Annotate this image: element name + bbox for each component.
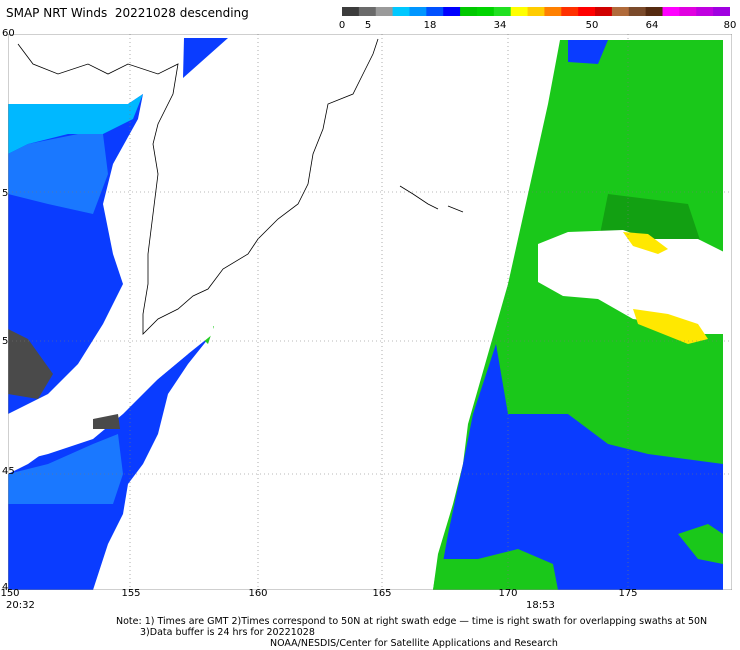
note-line-2: 3)Data buffer is 24 hrs for 20221028	[140, 627, 315, 638]
lon-label-150: 150	[0, 588, 20, 599]
colorbar-swatch	[628, 7, 647, 16]
coastline	[17, 38, 379, 335]
note-line-1: Note: 1) Times are GMT 2)Times correspon…	[116, 616, 708, 627]
colorbar-swatch	[358, 7, 377, 16]
colorbar-swatch	[527, 7, 545, 16]
right-swath-green-corner	[678, 524, 723, 564]
colorbar-swatch	[713, 7, 730, 16]
colorbar-tick-label: 80	[723, 20, 737, 31]
left-swath-grey-2	[93, 414, 120, 429]
right-swath-white-gap	[538, 230, 732, 334]
lon-label-175: 175	[618, 588, 638, 599]
lat-label-45: 45	[2, 466, 15, 477]
colorbar-tick-label: 50	[585, 20, 599, 31]
colorbar-tick-label: 0	[338, 20, 346, 31]
coastline-island	[399, 185, 464, 213]
left-swath-lightblue	[8, 134, 108, 214]
time-right: 18:53	[526, 600, 555, 611]
colorbar-swatch	[561, 7, 579, 16]
wind-map	[8, 34, 732, 590]
colorbar-tick-label: 64	[645, 20, 659, 31]
lat-label-40: 4	[2, 582, 9, 593]
colorbar-swatch	[493, 7, 512, 16]
colorbar-swatch	[426, 7, 444, 16]
note-line-3: NOAA/NESDIS/Center for Satellite Applica…	[270, 638, 558, 649]
colorbar-swatch	[611, 7, 630, 16]
map-grid	[8, 34, 732, 590]
colorbar-swatch	[409, 7, 427, 16]
colorbar-swatch	[392, 7, 410, 16]
colorbar-swatch	[544, 7, 562, 16]
right-swath-yellow-2	[633, 309, 708, 344]
colorbar-swatch	[375, 7, 394, 16]
right-swath-green-bottom	[433, 549, 558, 590]
colorbar-swatch	[342, 7, 360, 16]
colorbar-swatch	[578, 7, 596, 16]
right-swath-yellow-1	[623, 232, 668, 254]
colorbar-swatch	[679, 7, 697, 16]
lat-label-55: 5	[2, 188, 9, 199]
lon-label-160: 160	[248, 588, 268, 599]
colorbar-swatch	[460, 7, 478, 16]
colorbar-swatch	[510, 7, 529, 16]
lon-label-165: 165	[372, 588, 392, 599]
colorbar-swatch	[476, 7, 495, 16]
white-gap-diagonal	[8, 324, 213, 474]
top-left-patch	[183, 38, 228, 78]
lon-label-170: 170	[498, 588, 518, 599]
colorbar-swatch	[645, 7, 664, 16]
colorbar-tick-label: 18	[423, 20, 437, 31]
colorbar-swatch	[696, 7, 714, 16]
left-swath-lower-light	[8, 434, 123, 504]
colorbar-swatch	[443, 7, 461, 16]
lon-label-155: 155	[121, 588, 141, 599]
left-swath-cyan	[8, 94, 143, 154]
lat-label-50: 5	[2, 336, 9, 347]
colorbar-swatch	[595, 7, 613, 16]
colorbar-tick-label: 5	[364, 20, 372, 31]
colorbar-swatch	[662, 7, 680, 16]
right-swath-blue	[438, 344, 723, 590]
left-swath-grey	[8, 329, 53, 399]
wind-speed-colorbar	[342, 7, 730, 16]
lat-label-60: 60	[2, 28, 15, 39]
time-left: 20:32	[6, 600, 35, 611]
right-swath-blue-top	[568, 40, 608, 64]
colorbar-tick-label: 34	[493, 20, 507, 31]
map-title: SMAP NRT Winds 20221028 descending	[6, 6, 249, 20]
